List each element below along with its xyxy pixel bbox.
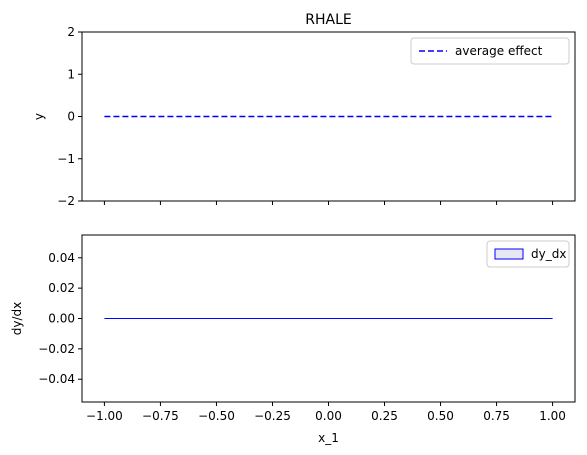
y-tick-label: 2 (67, 25, 75, 39)
legend-box (486, 240, 570, 268)
y-tick-label: 0.00 (48, 312, 75, 326)
x-tick-label: −0.50 (198, 409, 235, 423)
legend-swatch (494, 248, 524, 260)
y-tick-label: −0.02 (38, 342, 75, 356)
x-tick-label: 0.75 (483, 409, 510, 423)
x-tick-label: 0.50 (427, 409, 454, 423)
panel-1: 2 1 0 −1 −2 RHALE y average effect (32, 12, 576, 208)
legend-entry: dy_dx (531, 247, 566, 261)
y-tick-label: −1 (57, 152, 75, 166)
y-tick-label: −0.04 (38, 372, 75, 386)
y-tick-label: −2 (57, 194, 75, 208)
x-tick-label: −1.00 (86, 409, 123, 423)
x-tick-label: −0.25 (254, 409, 291, 423)
y-axis-label: dy/dx (10, 302, 24, 335)
legend-entry: average effect (455, 44, 543, 58)
legend: dy_dx (486, 240, 570, 268)
y-axis-label: y (32, 113, 46, 120)
y-tick-label: 0 (67, 110, 75, 124)
legend-box (410, 37, 570, 65)
x-tick-label: −0.75 (142, 409, 179, 423)
panel-2: 0.04 0.02 0.00 −0.02 −0.04 −1.00 −0.75 −0.50 −0.… (10, 234, 576, 445)
y-tick-label: 0.02 (48, 281, 75, 295)
x-axis-label: x_1 (318, 431, 339, 445)
x-tick-label: 0.25 (371, 409, 398, 423)
y-tick-label: 0.04 (48, 251, 75, 265)
x-tick-label: 0.00 (315, 409, 342, 423)
x-tick-label: 1.00 (539, 409, 566, 423)
y-tick-label: 1 (67, 67, 75, 81)
chart-title: RHALE (305, 12, 351, 28)
legend: average effect (410, 37, 570, 65)
